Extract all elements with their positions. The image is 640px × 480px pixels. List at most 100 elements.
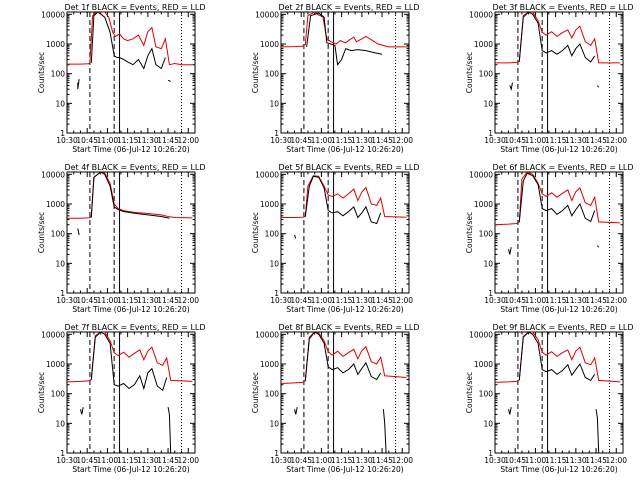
events-series-line bbox=[509, 82, 513, 92]
x-tick-label: 11:15 bbox=[545, 296, 567, 305]
y-tick-label: 100 bbox=[265, 230, 280, 239]
y-axis-label: Counts/sec bbox=[465, 212, 474, 253]
detector-panel-1: 1 10 100 1000 10000 10:3010:4511:0011:1511:30… bbox=[37, 3, 206, 154]
events-series-line bbox=[167, 407, 172, 453]
events-series-line bbox=[167, 79, 171, 82]
y-axis-label: Counts/sec bbox=[251, 372, 260, 413]
y-tick-label: 1000 bbox=[46, 360, 65, 369]
x-tick-label: 11:45 bbox=[157, 136, 179, 145]
x-tick-label: 11:00 bbox=[525, 296, 547, 305]
y-tick-label: 10 bbox=[55, 259, 65, 268]
y-tick-label: 1 bbox=[60, 449, 65, 458]
x-tick-label: 12:00 bbox=[605, 456, 627, 465]
x-tick-label: 11:15 bbox=[331, 456, 353, 465]
y-axis-label: Counts/sec bbox=[37, 52, 46, 93]
y-tick-label: 10 bbox=[55, 99, 65, 108]
detector-panel-2: 1 10 100 1000 10000 10:3010:4511:0011:1511:30… bbox=[251, 3, 420, 154]
y-tick-label: 100 bbox=[265, 390, 280, 399]
y-axis-label: Counts/sec bbox=[251, 52, 260, 93]
x-tick-label: 12:00 bbox=[391, 456, 413, 465]
x-tick-label: 10:45 bbox=[290, 456, 312, 465]
y-tick-label: 10000 bbox=[469, 330, 493, 339]
x-tick-label: 11:15 bbox=[117, 136, 139, 145]
y-axis-label: Counts/sec bbox=[465, 52, 474, 93]
events-series-line bbox=[597, 85, 600, 88]
x-tick-label: 12:00 bbox=[177, 136, 199, 145]
x-tick-label: 11:00 bbox=[311, 136, 333, 145]
panel-title: Det 9f BLACK = Events, RED = LLD bbox=[492, 323, 633, 332]
y-tick-label: 1 bbox=[274, 289, 279, 298]
x-tick-label: 11:00 bbox=[525, 136, 547, 145]
panel-title: Det 1f BLACK = Events, RED = LLD bbox=[64, 3, 205, 12]
x-tick-label: 12:00 bbox=[391, 296, 413, 305]
detector-panel-8: 1 10 100 1000 10000 10:3010:4511:0011:1511:30… bbox=[251, 323, 420, 474]
events-series-line bbox=[294, 234, 297, 239]
events-series-line bbox=[80, 407, 84, 415]
plot-frame bbox=[66, 171, 196, 294]
events-series-line bbox=[77, 79, 80, 90]
x-tick-label: 11:45 bbox=[157, 296, 179, 305]
x-tick-label: 10:30 bbox=[484, 296, 506, 305]
panel-title: Det 6f BLACK = Events, RED = LLD bbox=[492, 163, 633, 172]
x-axis-label: Start Time (06-Jul-12 10:26:20) bbox=[72, 305, 189, 314]
x-tick-label: 12:00 bbox=[177, 296, 199, 305]
x-tick-label: 10:30 bbox=[56, 296, 78, 305]
y-tick-label: 10 bbox=[269, 259, 279, 268]
events-series-line bbox=[518, 172, 596, 223]
x-tick-label: 11:30 bbox=[351, 136, 373, 145]
events-series-line bbox=[508, 407, 512, 415]
y-axis-label: Counts/sec bbox=[465, 372, 474, 413]
detector-panel-5: 1 10 100 1000 10000 10:3010:4511:0011:1511:30… bbox=[251, 163, 420, 314]
x-tick-label: 10:45 bbox=[290, 136, 312, 145]
lld-series-line bbox=[281, 332, 407, 384]
plot-frame bbox=[280, 331, 410, 454]
lld-series-line bbox=[67, 172, 193, 219]
y-tick-label: 10 bbox=[483, 259, 493, 268]
x-tick-label: 11:45 bbox=[157, 456, 179, 465]
y-tick-label: 1 bbox=[274, 129, 279, 138]
plot-frame bbox=[280, 11, 410, 134]
y-axis-label: Counts/sec bbox=[37, 372, 46, 413]
x-axis-label: Start Time (06-Jul-12 10:26:20) bbox=[286, 305, 403, 314]
y-tick-label: 100 bbox=[479, 390, 494, 399]
y-tick-label: 1000 bbox=[474, 360, 493, 369]
x-tick-label: 11:00 bbox=[97, 296, 119, 305]
y-tick-label: 100 bbox=[479, 70, 494, 79]
lld-series-line bbox=[281, 12, 407, 48]
lld-series-line bbox=[281, 175, 407, 218]
y-tick-label: 10000 bbox=[41, 10, 65, 19]
x-tick-label: 12:00 bbox=[605, 136, 627, 145]
x-tick-label: 11:45 bbox=[585, 136, 607, 145]
detector-panel-7: 1 10 100 1000 10000 10:3010:4511:0011:1511:30… bbox=[37, 323, 206, 474]
y-axis-label: Counts/sec bbox=[251, 212, 260, 253]
events-series-line bbox=[595, 409, 600, 453]
plot-frame bbox=[494, 331, 624, 454]
x-tick-label: 11:30 bbox=[137, 136, 159, 145]
x-tick-label: 12:00 bbox=[391, 136, 413, 145]
lld-series-line bbox=[495, 12, 621, 64]
y-tick-label: 1000 bbox=[474, 40, 493, 49]
y-tick-label: 10 bbox=[269, 99, 279, 108]
events-series-line bbox=[90, 172, 170, 219]
x-tick-label: 10:30 bbox=[56, 456, 78, 465]
events-series-line bbox=[597, 245, 600, 248]
y-tick-label: 1000 bbox=[46, 40, 65, 49]
detector-panel-6: 1 10 100 1000 10000 10:3010:4511:0011:1511:30… bbox=[465, 163, 634, 314]
plot-frame bbox=[66, 331, 196, 454]
events-series-line bbox=[90, 332, 168, 392]
y-tick-label: 10 bbox=[55, 419, 65, 428]
y-tick-label: 10000 bbox=[41, 330, 65, 339]
y-tick-label: 10000 bbox=[41, 170, 65, 179]
x-tick-label: 10:45 bbox=[504, 296, 526, 305]
events-series-line bbox=[518, 332, 596, 382]
events-series-line bbox=[294, 407, 298, 415]
x-tick-label: 11:00 bbox=[97, 456, 119, 465]
x-tick-label: 11:15 bbox=[331, 296, 353, 305]
plot-frame bbox=[494, 171, 624, 294]
x-tick-label: 11:00 bbox=[311, 296, 333, 305]
x-tick-label: 11:45 bbox=[371, 136, 393, 145]
x-tick-label: 11:00 bbox=[97, 136, 119, 145]
x-tick-label: 10:30 bbox=[484, 136, 506, 145]
panel-title: Det 4f BLACK = Events, RED = LLD bbox=[64, 163, 205, 172]
